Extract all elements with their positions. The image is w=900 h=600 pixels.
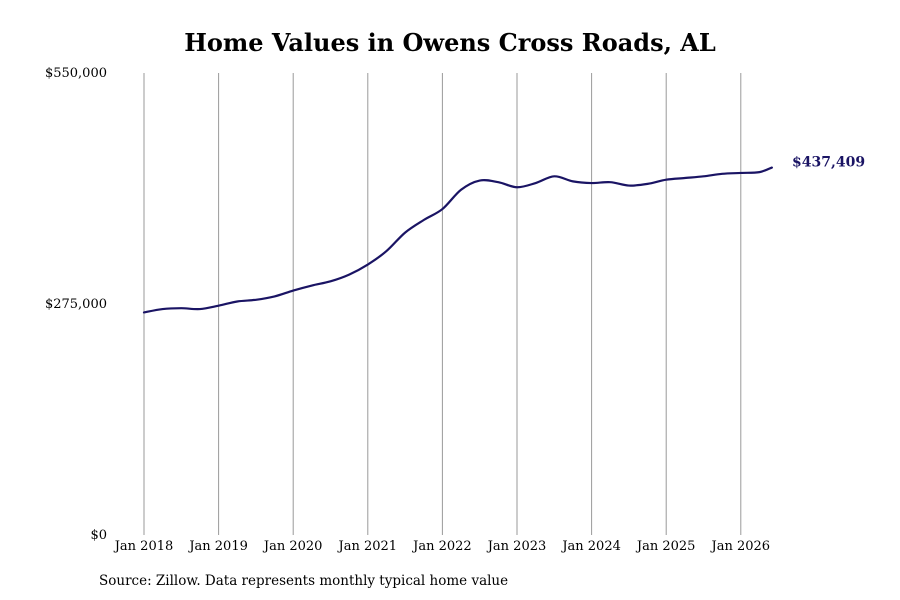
series-layer [142,166,773,314]
x-tick-label: Jan 2026 [710,539,771,554]
annotation-layer: $437,409 [792,155,865,171]
y-tick-label: $275,000 [45,297,107,312]
x-tick-label: Jan 2023 [486,539,547,554]
grid-lines [143,73,742,535]
y-tick-label: $0 [90,528,107,543]
x-tick-label: Jan 2019 [187,539,248,554]
chart-title: Home Values in Owens Cross Roads, AL [184,28,716,57]
x-tick-label: Jan 2024 [560,539,621,554]
end-value-label: $437,409 [792,155,865,171]
x-tick-label: Jan 2025 [635,539,696,554]
series-line [142,166,773,314]
source-note: Source: Zillow. Data represents monthly … [99,573,509,589]
x-axis: Jan 2018 Jan 2019 Jan 2020 Jan 2021 Jan 2022… [113,539,770,554]
x-tick-label: Jan 2021 [337,539,398,554]
x-tick-label: Jan 2022 [411,539,472,554]
y-tick-label: $550,000 [45,66,107,81]
x-tick-label: Jan 2020 [262,539,323,554]
y-axis: $0 $275,000 $550,000 [45,66,107,543]
x-tick-label: Jan 2018 [113,539,174,554]
